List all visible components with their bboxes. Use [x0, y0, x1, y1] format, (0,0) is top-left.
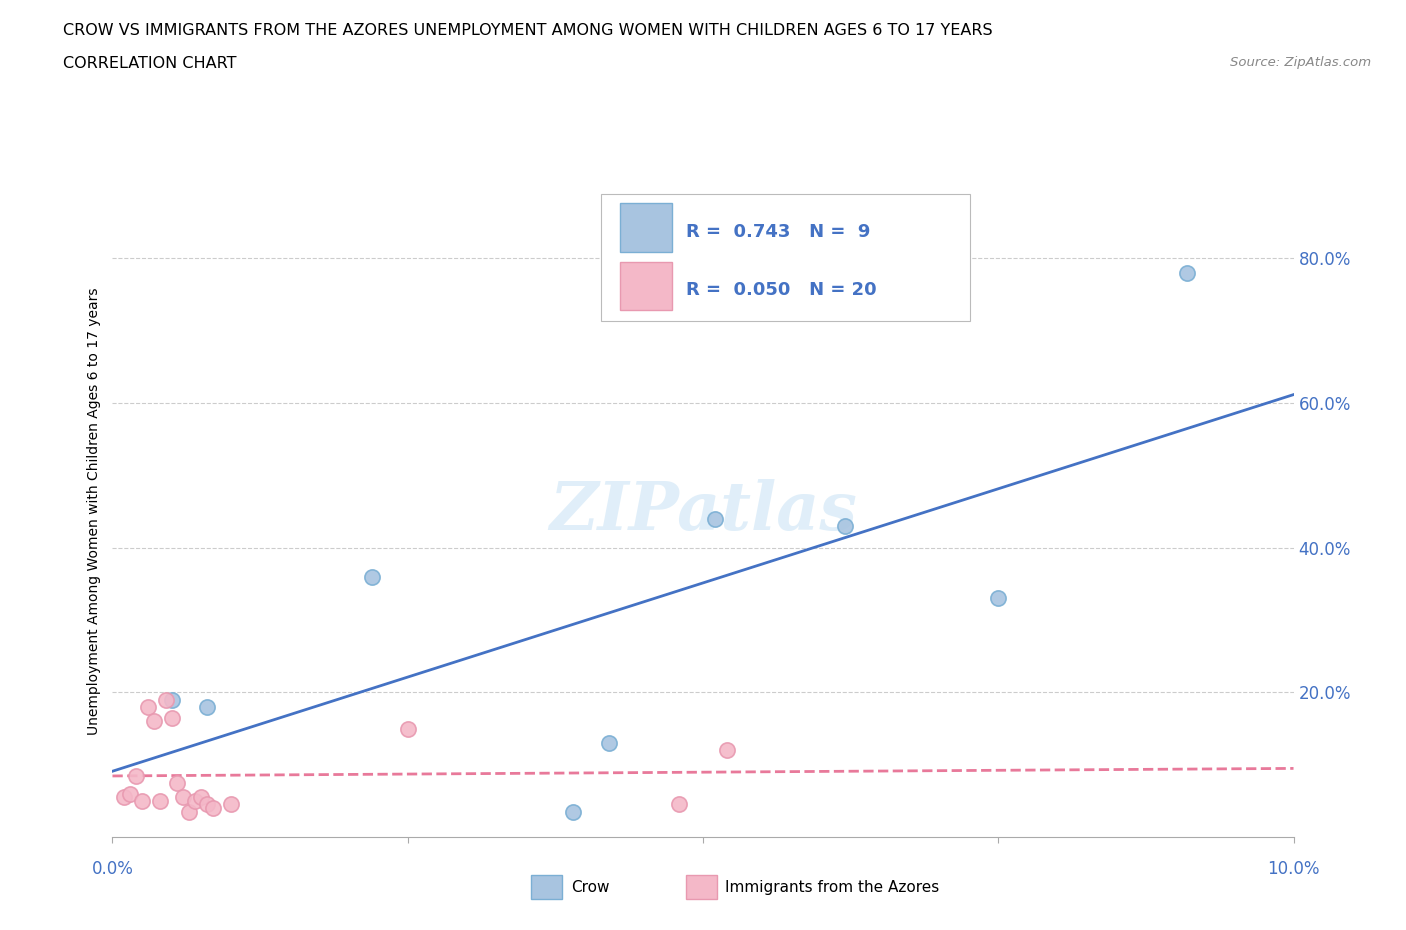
- Point: [160, 692, 183, 707]
- Point: [184, 793, 207, 808]
- Text: 10.0%: 10.0%: [1267, 860, 1320, 878]
- Point: [131, 793, 153, 808]
- Point: [562, 804, 585, 819]
- Text: 0.0%: 0.0%: [91, 860, 134, 878]
- Point: [172, 790, 194, 804]
- Point: [125, 768, 148, 783]
- Point: [179, 804, 201, 819]
- Point: [716, 743, 738, 758]
- Point: [112, 790, 135, 804]
- Point: [160, 711, 183, 725]
- Text: R =  0.050   N = 20: R = 0.050 N = 20: [686, 282, 877, 299]
- Text: R =  0.743   N =  9: R = 0.743 N = 9: [686, 223, 870, 241]
- Point: [142, 714, 165, 729]
- Point: [149, 793, 172, 808]
- Text: Immigrants from the Azores: Immigrants from the Azores: [725, 880, 939, 895]
- Point: [219, 797, 242, 812]
- Point: [166, 776, 188, 790]
- Point: [668, 797, 690, 812]
- Text: CROW VS IMMIGRANTS FROM THE AZORES UNEMPLOYMENT AMONG WOMEN WITH CHILDREN AGES 6: CROW VS IMMIGRANTS FROM THE AZORES UNEMP…: [63, 23, 993, 38]
- Point: [155, 692, 177, 707]
- Point: [136, 699, 159, 714]
- Point: [987, 591, 1010, 605]
- Point: [190, 790, 212, 804]
- Point: [195, 797, 218, 812]
- Text: Source: ZipAtlas.com: Source: ZipAtlas.com: [1230, 56, 1371, 69]
- Point: [361, 569, 384, 584]
- Point: [1175, 265, 1198, 280]
- Point: [598, 736, 620, 751]
- Point: [396, 721, 419, 736]
- Text: CORRELATION CHART: CORRELATION CHART: [63, 56, 236, 71]
- Point: [834, 519, 856, 534]
- Point: [201, 801, 224, 816]
- Text: Crow: Crow: [571, 880, 609, 895]
- Point: [703, 512, 725, 526]
- Text: ZIPatlas: ZIPatlas: [550, 479, 856, 544]
- Point: [120, 786, 142, 801]
- Point: [195, 699, 218, 714]
- Y-axis label: Unemployment Among Women with Children Ages 6 to 17 years: Unemployment Among Women with Children A…: [87, 287, 101, 736]
